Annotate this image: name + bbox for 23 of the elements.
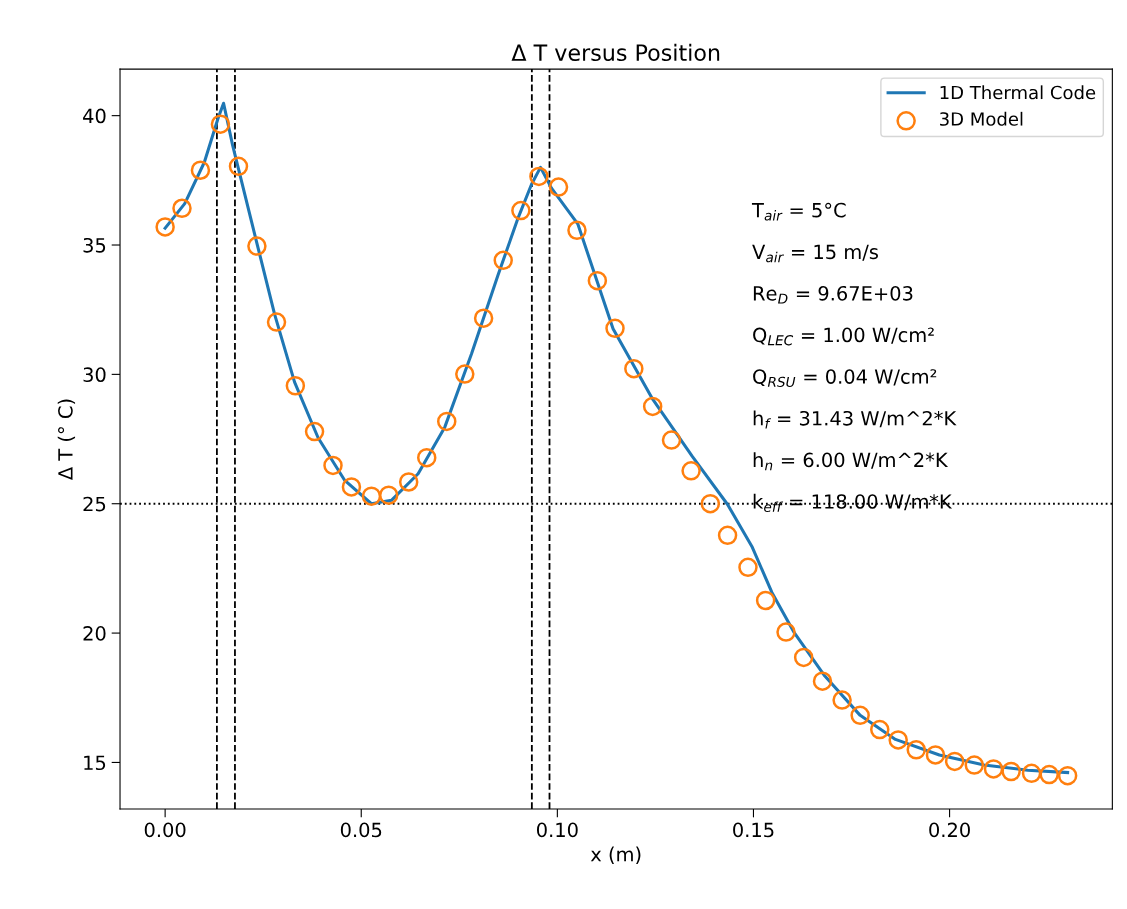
y-tick-label: 40 bbox=[83, 108, 106, 124]
y-tick-label: 30 bbox=[83, 367, 106, 383]
x-tick-label: 0.20 bbox=[929, 822, 970, 838]
annotation: h$_{f}$ = 31.43 W/m^2*K bbox=[753, 410, 957, 429]
annotation: h$_{n}$ = 6.00 W/m^2*K bbox=[753, 452, 949, 471]
x-tick-label: 0.05 bbox=[340, 822, 382, 838]
x-tick-label: 0.15 bbox=[733, 822, 774, 838]
annotation: Re$_{D}$ = 9.67E+03 bbox=[753, 285, 913, 304]
annotation: V$_{air}$ = 15 m/s bbox=[752, 244, 878, 263]
annotation: T$_{air}$ = 5°C bbox=[751, 202, 846, 221]
y-tick-label: 20 bbox=[83, 626, 106, 641]
legend-label: 3D Model bbox=[940, 111, 1023, 126]
x-tick-label: 0.00 bbox=[144, 822, 186, 838]
chart-title: Δ T versus Position bbox=[511, 43, 720, 62]
legend-label: 1D Thermal Code bbox=[940, 85, 1096, 100]
y-axis-title: Δ T (° C) bbox=[57, 399, 76, 480]
y-tick-label: 25 bbox=[83, 496, 106, 512]
annotation: Q$_{LEC}$ = 1.00 W/cm² bbox=[753, 327, 934, 346]
y-tick-label: 35 bbox=[83, 237, 106, 253]
y-tick-label: 15 bbox=[84, 755, 106, 771]
x-tick-label: 0.10 bbox=[536, 822, 578, 838]
x-axis-title: x (m) bbox=[590, 846, 641, 864]
annotation: Q$_{RSU}$ = 0.04 W/cm² bbox=[753, 369, 937, 387]
